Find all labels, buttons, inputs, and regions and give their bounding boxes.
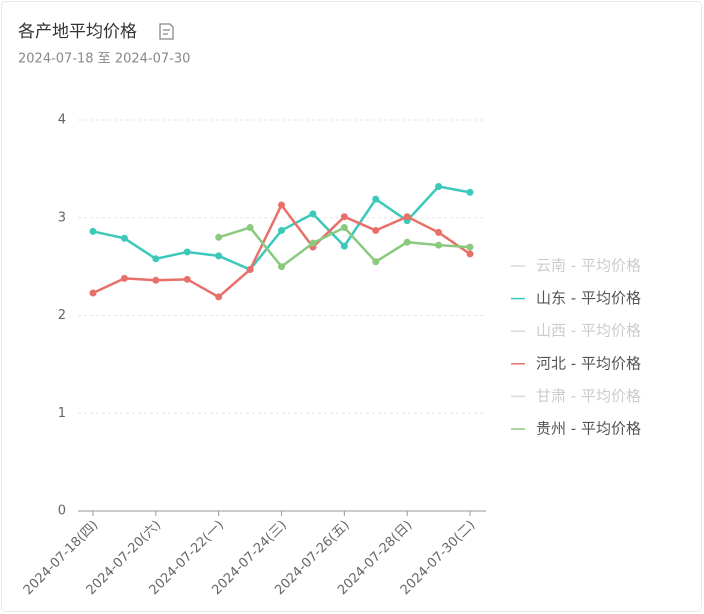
data-point <box>215 293 223 301</box>
legend-label: 山东 - 平均价格 <box>536 289 641 307</box>
data-point <box>403 238 411 246</box>
legend-item[interactable]: 山东 - 平均价格 <box>511 289 641 307</box>
data-point <box>246 224 254 232</box>
data-point <box>435 182 443 190</box>
legend-label: 河北 - 平均价格 <box>536 354 641 372</box>
data-point <box>246 266 254 274</box>
data-point <box>340 242 348 250</box>
data-point <box>215 233 223 241</box>
data-point <box>152 255 160 263</box>
y-tick-label: 3 <box>58 210 66 225</box>
legend-label: 山西 - 平均价格 <box>536 322 641 340</box>
data-point <box>278 226 285 234</box>
note-icon[interactable] <box>159 23 174 40</box>
data-point <box>120 274 128 282</box>
data-point <box>309 239 317 247</box>
y-tick-label: 4 <box>58 113 66 128</box>
data-point <box>278 263 285 271</box>
legend-label: 云南 - 平均价格 <box>536 257 641 275</box>
data-point <box>340 213 348 221</box>
data-point <box>435 228 443 236</box>
data-point <box>183 248 191 256</box>
data-point <box>278 201 285 209</box>
legend-label: 甘肃 - 平均价格 <box>536 387 641 405</box>
legend-label: 贵州 - 平均价格 <box>536 420 641 438</box>
data-point <box>183 275 191 283</box>
data-point <box>152 276 160 284</box>
legend-item[interactable]: 河北 - 平均价格 <box>511 354 641 372</box>
data-point <box>435 241 443 249</box>
data-point <box>340 224 348 232</box>
legend-item[interactable]: 贵州 - 平均价格 <box>511 420 641 438</box>
data-point <box>89 227 97 235</box>
y-tick-label: 2 <box>58 308 66 323</box>
legend-item[interactable]: 甘肃 - 平均价格 <box>511 387 641 405</box>
data-point <box>372 258 380 266</box>
data-point <box>372 226 380 234</box>
data-point <box>120 234 128 242</box>
y-tick-label: 0 <box>58 504 66 519</box>
data-point <box>372 195 380 203</box>
y-tick-label: 1 <box>58 406 66 421</box>
legend-item[interactable]: 云南 - 平均价格 <box>511 257 641 275</box>
data-point <box>403 213 411 221</box>
data-point <box>466 243 474 251</box>
legend-item[interactable]: 山西 - 平均价格 <box>511 322 641 340</box>
data-point <box>309 210 317 218</box>
chart-title: 各产地平均价格 <box>18 22 137 42</box>
data-point <box>215 252 223 260</box>
data-point <box>89 289 97 297</box>
chart-subtitle: 2024-07-18 至 2024-07-30 <box>18 52 190 67</box>
data-point <box>466 188 474 196</box>
data-point <box>466 250 474 258</box>
